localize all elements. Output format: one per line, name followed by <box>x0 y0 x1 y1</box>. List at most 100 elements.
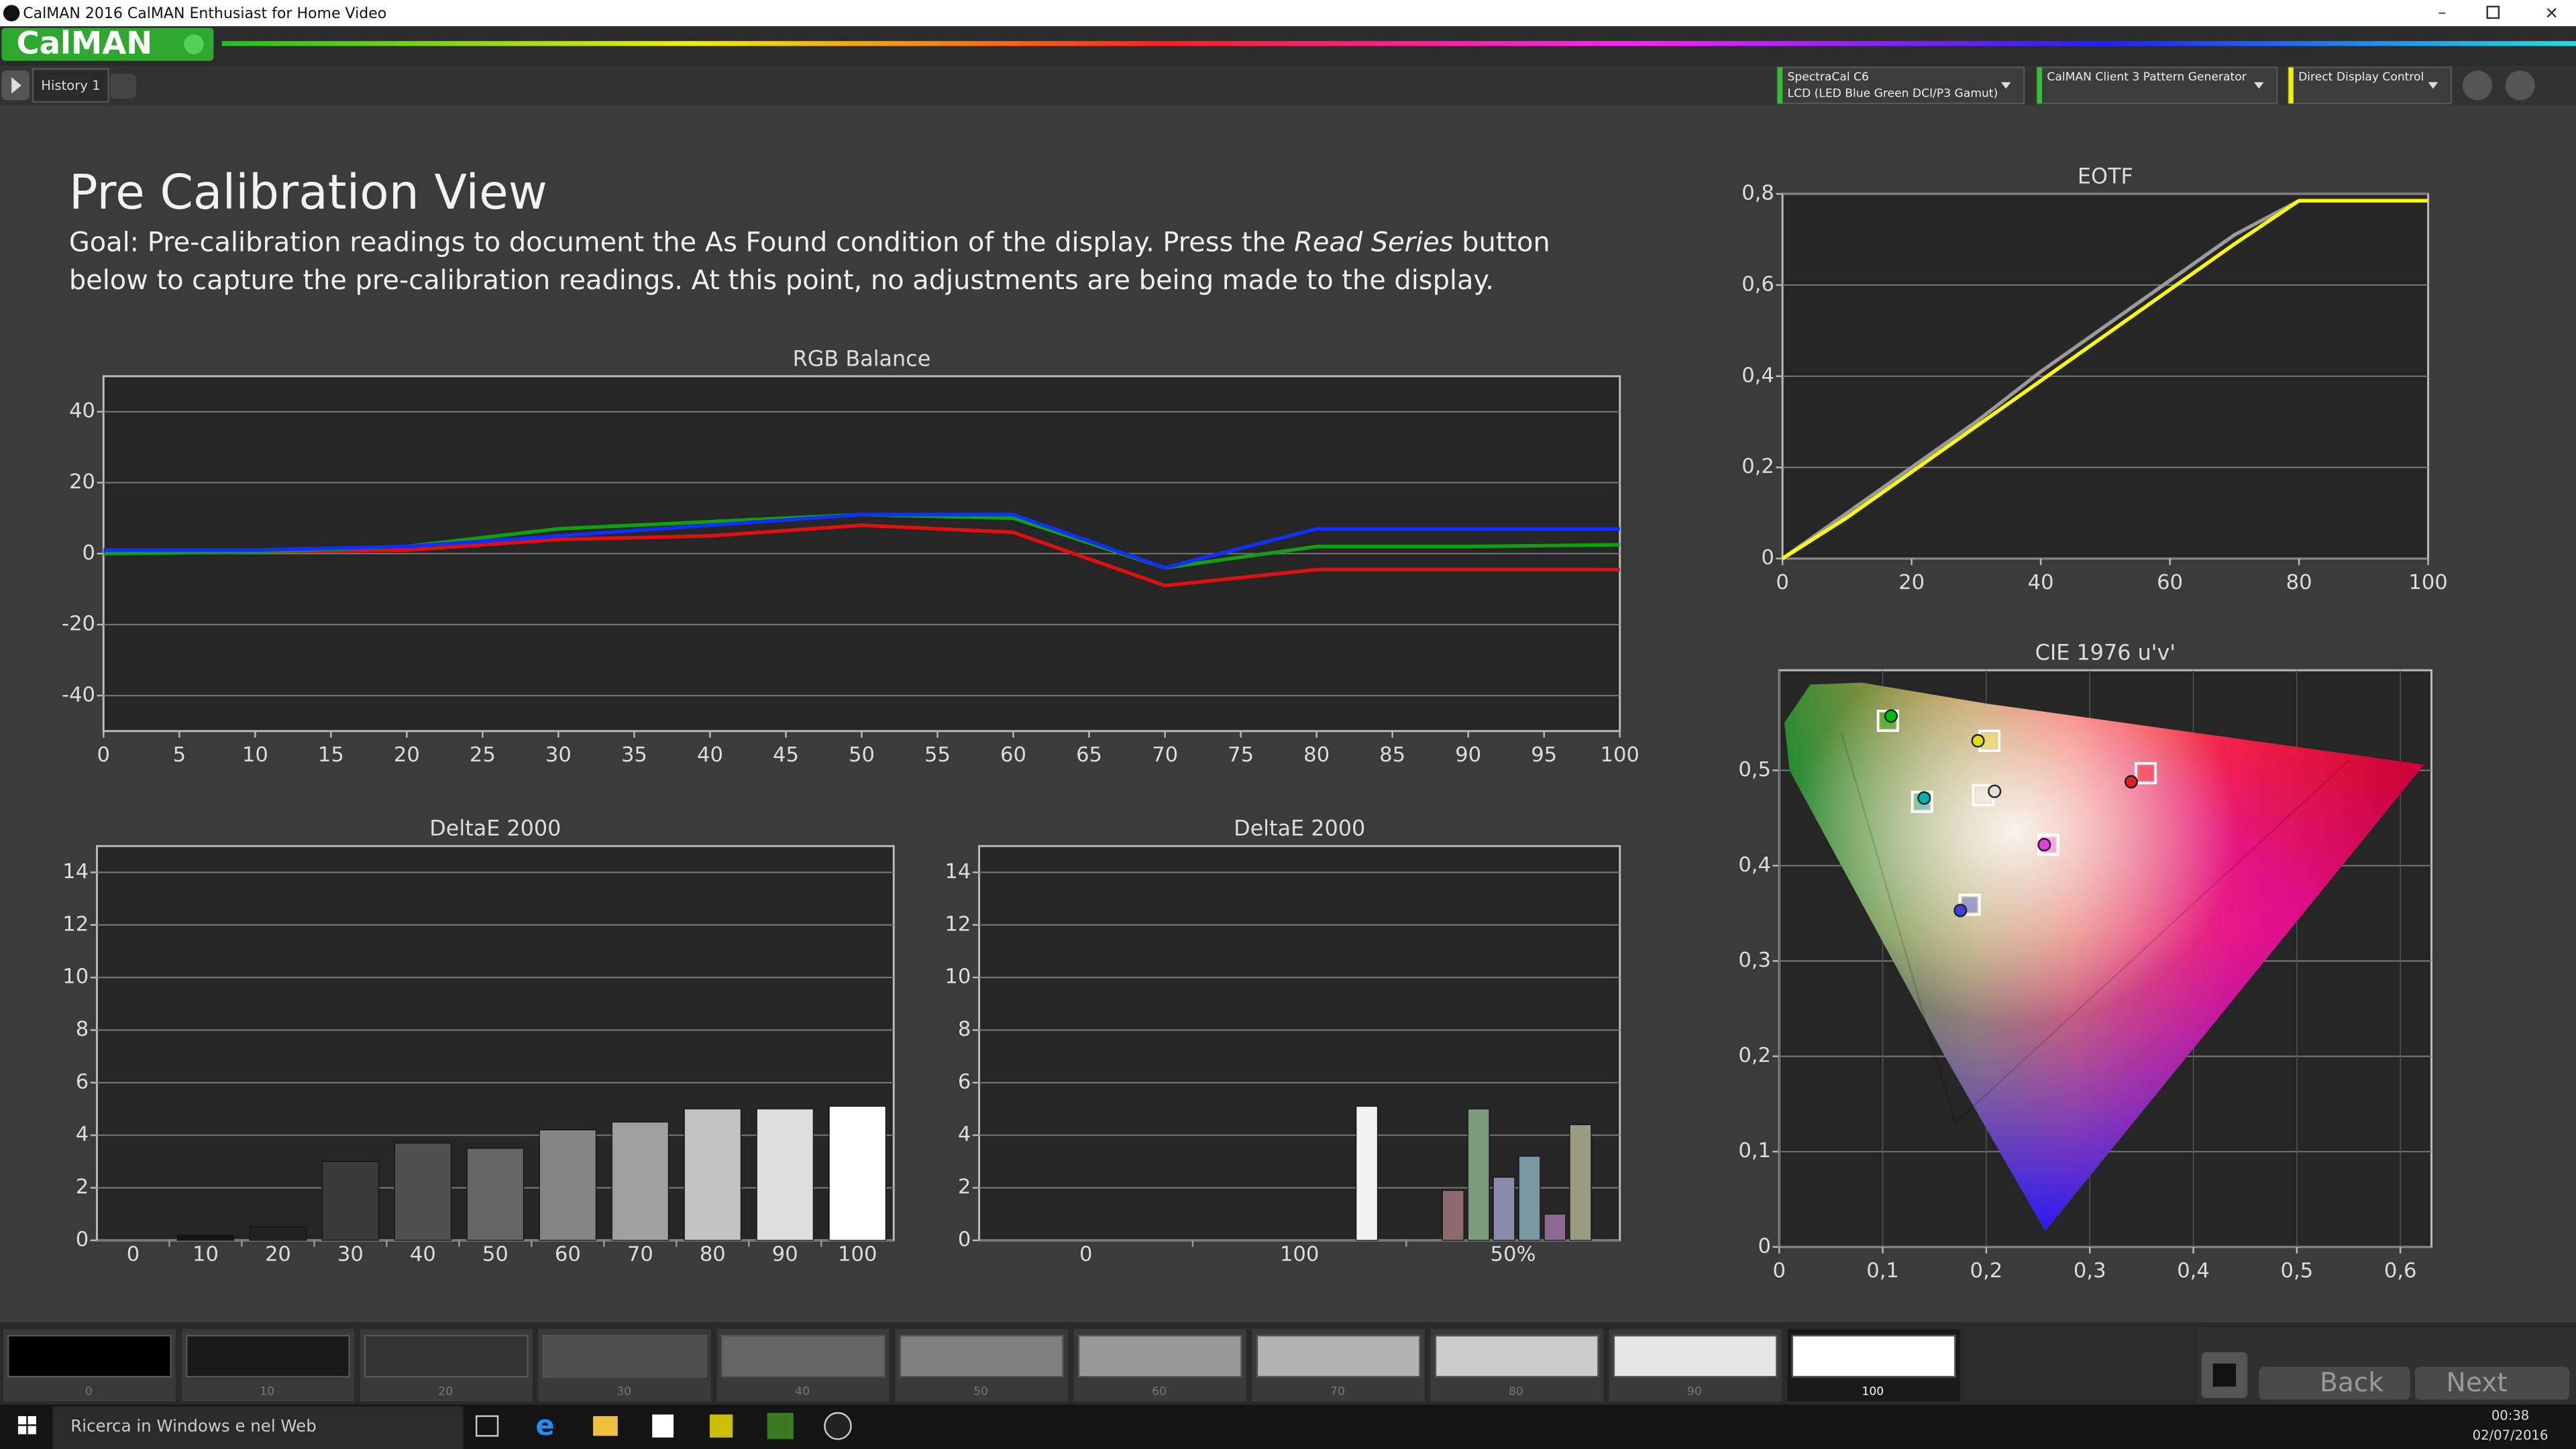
x-tick-label: 30 <box>337 1243 364 1267</box>
y-tick-label: 0,2 <box>1741 455 1774 478</box>
chart: CIE 1976 u'v' 0 0,1 0,2 0,3 0,4 0,5 0 0,1 0,2 0,3 0… <box>1738 640 2432 1283</box>
x-tick-label: 0,1 <box>1866 1259 1899 1283</box>
task-view[interactable] <box>475 1415 499 1437</box>
back-label: Back <box>2320 1368 2383 1398</box>
logo: CalMAN <box>16 25 152 61</box>
x-tick-label: 30 <box>545 743 572 767</box>
x-tick-label: 75 <box>1228 743 1254 767</box>
history-tab[interactable] <box>32 68 109 103</box>
restore-button[interactable] <box>2486 5 2500 19</box>
close-button[interactable]: ✕ <box>2544 3 2559 23</box>
target-point-fill <box>1976 788 1991 803</box>
x-tick-label: 20 <box>394 743 420 767</box>
stop-icon <box>2212 1363 2237 1387</box>
measured-point <box>1884 709 1898 723</box>
measured-point <box>1953 904 1968 918</box>
x-tick-label: 80 <box>2286 571 2312 594</box>
y-tick-label: 0 <box>83 541 95 565</box>
swatch <box>542 1334 707 1378</box>
x-tick-label: 20 <box>1898 571 1925 594</box>
explorer-icon[interactable] <box>593 1416 618 1436</box>
swatch-label: 50 <box>973 1385 988 1398</box>
app-icon-1[interactable] <box>709 1414 733 1438</box>
start-button[interactable] <box>17 1416 27 1425</box>
device-selector[interactable] <box>2288 66 2453 105</box>
swatch-label: 10 <box>260 1385 274 1398</box>
dropdown-arrow <box>2428 82 2438 89</box>
x-tick-label: 40 <box>410 1243 436 1267</box>
device-label: CalMAN Client 3 Pattern Generator <box>2047 70 2247 84</box>
add-tab[interactable] <box>110 74 137 99</box>
device-status <box>2288 67 2294 104</box>
x-tick-label: 10 <box>193 1243 219 1267</box>
data-line <box>1781 199 2428 560</box>
app-icon-2[interactable] <box>767 1413 794 1440</box>
minimize-button[interactable]: – <box>2438 3 2446 22</box>
device-status <box>2037 67 2043 104</box>
app-icon <box>3 5 20 21</box>
x-tick-label: 100 <box>2408 571 2447 594</box>
back-button[interactable] <box>2259 1366 2410 1400</box>
next-button[interactable] <box>2415 1366 2570 1400</box>
swatch-label: 20 <box>438 1385 453 1398</box>
chart: DeltaE 2000 0 2 4 6 8 10 12 14 0 100 50% <box>945 816 1621 1267</box>
device-selector[interactable] <box>1776 66 2025 105</box>
x-tick-label: 100 <box>1280 1243 1319 1267</box>
y-tick-label: 0,4 <box>1738 853 1771 877</box>
swatch <box>185 1334 350 1378</box>
chart-title: CIE 1976 u'v' <box>2035 640 2176 665</box>
bar <box>1356 1106 1379 1241</box>
start-button-part <box>17 1426 27 1434</box>
bar <box>1518 1155 1541 1241</box>
chart-title: RGB Balance <box>793 345 931 371</box>
x-tick-label: 10 <box>242 743 268 767</box>
x-tick-label: 70 <box>1152 743 1178 767</box>
store-icon[interactable] <box>652 1414 674 1438</box>
x-tick-label: 100 <box>838 1243 877 1267</box>
bar <box>1544 1214 1566 1241</box>
x-tick-label: 60 <box>1000 743 1026 767</box>
bar <box>828 1106 886 1241</box>
y-tick-label: 10 <box>945 965 971 989</box>
bar <box>611 1122 669 1241</box>
swatch-label: 80 <box>1509 1385 1523 1398</box>
device-label: LCD (LED Blue Green DCI/P3 Gamut) <box>1787 87 1998 101</box>
search-box[interactable] <box>52 1406 464 1449</box>
swatch <box>1434 1334 1599 1378</box>
y-tick-label: 8 <box>958 1018 971 1041</box>
x-tick-label: 55 <box>924 743 951 767</box>
goal-text-part: button below to capture the pre-calibrat… <box>68 226 1550 295</box>
x-tick-label: 85 <box>1379 743 1405 767</box>
logo-box[interactable] <box>1 28 214 61</box>
x-tick-label: 90 <box>1455 743 1481 767</box>
y-tick-label: 20 <box>69 470 95 494</box>
logo-menu[interactable] <box>184 34 204 54</box>
clock-date: 02/07/2016 <box>2473 1428 2548 1443</box>
y-tick-label: 2 <box>76 1175 89 1199</box>
edge-icon[interactable]: e <box>535 1409 554 1442</box>
y-tick-label: 2 <box>958 1175 971 1199</box>
y-tick-label: 6 <box>958 1070 971 1093</box>
measured-point <box>1988 784 2002 798</box>
calman-icon[interactable] <box>824 1411 852 1440</box>
x-tick-label: 50 <box>482 1243 508 1267</box>
x-tick-label: 0,4 <box>2177 1259 2210 1283</box>
x-tick-label: 45 <box>773 743 799 767</box>
start-button-part <box>28 1426 36 1434</box>
bar <box>1467 1108 1490 1241</box>
target-point <box>2135 762 2157 785</box>
toolbar-button[interactable] <box>2505 70 2535 101</box>
y-tick-label: 14 <box>945 860 971 883</box>
x-tick-label: 0 <box>127 1243 140 1267</box>
toolbar-button[interactable] <box>2463 70 2493 101</box>
swatch <box>1256 1334 1421 1378</box>
y-tick-label: 0,2 <box>1738 1044 1771 1067</box>
x-tick-label: 20 <box>265 1243 291 1267</box>
bar <box>1442 1189 1464 1241</box>
clock-time: 00:38 <box>2491 1408 2529 1424</box>
y-tick-label: 0 <box>1758 1234 1771 1258</box>
start-button-part <box>28 1416 36 1425</box>
swatch <box>7 1334 172 1378</box>
